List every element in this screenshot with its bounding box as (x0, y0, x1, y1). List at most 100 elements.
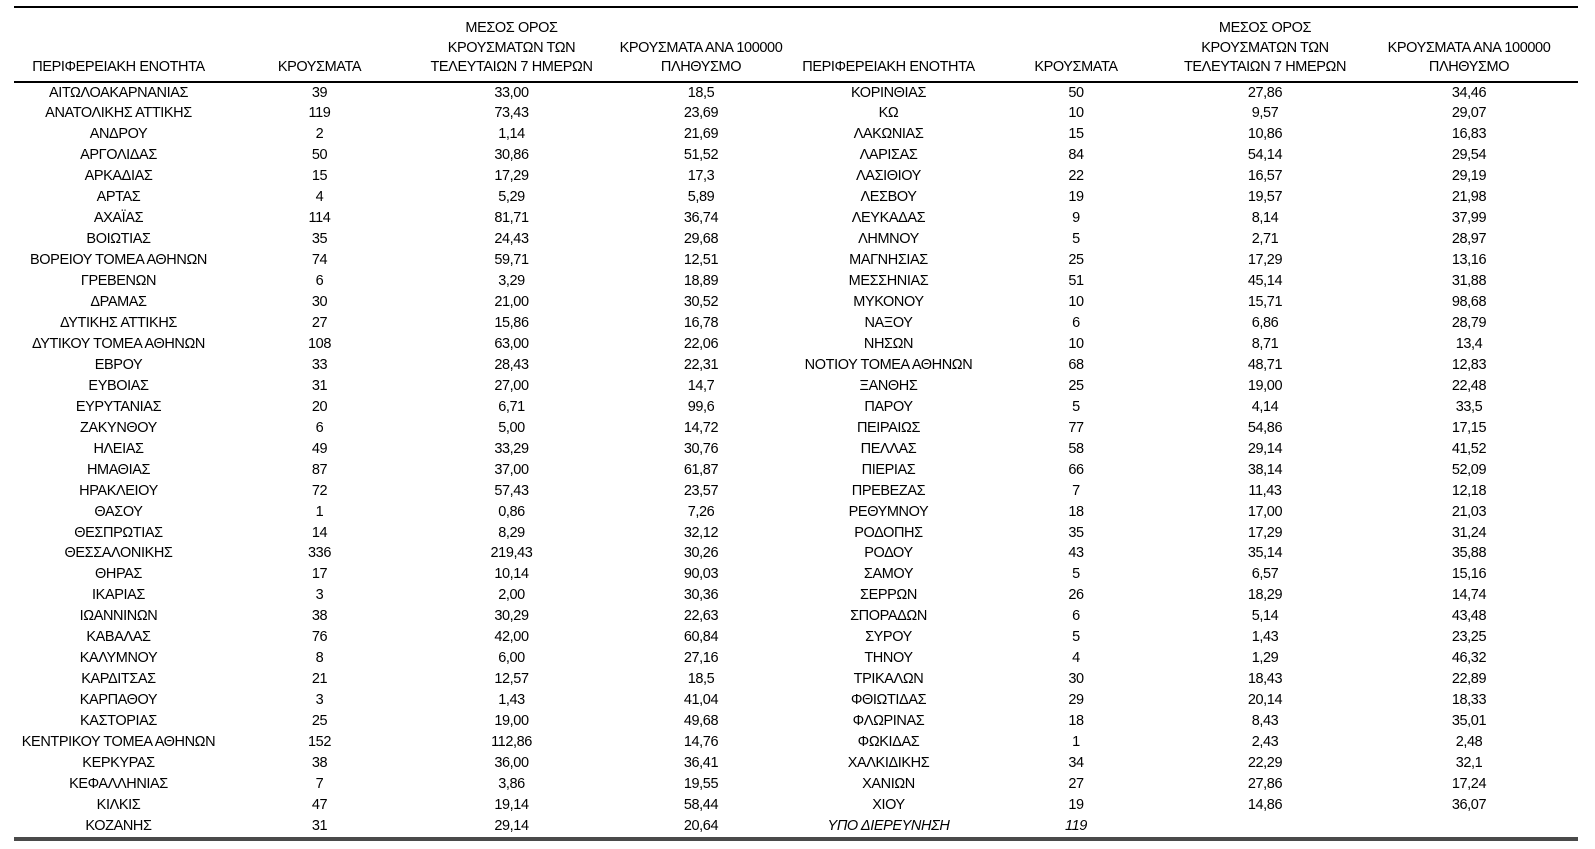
left-region-cell: ΚΑΛΥΜΝΟΥ (79, 650, 158, 667)
right-avg7-cell: 27,86 (1247, 84, 1283, 101)
left-avg7-cell: 1,14 (498, 126, 525, 143)
left-cases-cell: 15 (311, 168, 328, 185)
right-region-cell: ΝΑΞΟΥ (864, 314, 913, 331)
right-per100k-cell: 28,79 (1451, 314, 1487, 331)
table-row: ΙΩΑΝΝΙΝΩΝ 38 30,29 22,63 ΣΠΟΡΑΔΩΝ 6 5,14 43,48 (14, 606, 1578, 627)
right-per100k-cell: 46,32 (1451, 650, 1487, 667)
right-cases-cell: 25 (1068, 377, 1084, 394)
left-cases-cell: 74 (311, 252, 328, 269)
right-cases-cell: 50 (1068, 84, 1084, 101)
left-region-cell: ΗΡΑΚΛΕΙΟΥ (79, 482, 158, 499)
table-row: ΗΛΕΙΑΣ 49 33,29 30,76 ΠΕΛΛΑΣ 58 29,14 41,52 (14, 439, 1578, 460)
left-cases-cell: 76 (311, 629, 328, 646)
right-region-cell: ΛΗΜΝΟΥ (858, 231, 919, 248)
table-row: ΒΟΙΩΤΙΑΣ 35 24,43 29,68 ΛΗΜΝΟΥ 5 2,71 28,97 (14, 229, 1578, 250)
left-avg7-cell: 3,86 (498, 775, 525, 792)
left-avg7-cell: 0,86 (498, 503, 525, 520)
right-cases-cell: 10 (1068, 335, 1084, 352)
right-avg7-cell: 16,57 (1247, 168, 1283, 185)
left-region-cell: ΑΝΑΤΟΛΙΚΗΣ ΑΤΤΙΚΗΣ (45, 105, 192, 122)
left-per100k-cell: 36,74 (683, 210, 719, 227)
right-avg7-cell: 8,71 (1251, 335, 1279, 352)
right-region-cell: ΦΘΙΩΤΙΔΑΣ (850, 692, 927, 709)
right-region-cell: ΧΙΟΥ (872, 796, 905, 813)
left-per100k-cell: 41,04 (683, 692, 719, 709)
left-per100k-cell: 18,5 (687, 84, 715, 101)
right-cases-cell: 58 (1068, 440, 1084, 457)
right-avg7-cell: 6,57 (1251, 566, 1279, 583)
right-region-cell: ΡΟΔΟΥ (864, 545, 913, 562)
left-per100k-cell: 16,78 (683, 314, 719, 331)
right-region-cell: ΦΛΩΡΙΝΑΣ (852, 713, 925, 730)
header-region-left: ΠΕΡΙΦΕΡΕΙΑΚΗ ΕΝΟΤΗΤΑ (14, 7, 223, 83)
left-per100k-cell: 14,76 (683, 734, 719, 751)
left-region-cell: ΒΟΙΩΤΙΑΣ (86, 231, 151, 248)
left-cases-cell: 47 (311, 796, 328, 813)
left-avg7-cell: 15,86 (494, 314, 529, 331)
left-region-cell: ΘΕΣΣΑΛΟΝΙΚΗΣ (64, 545, 173, 562)
table-row: ΑΡΓΟΛΙΔΑΣ 50 30,86 51,52 ΛΑΡΙΣΑΣ 84 54,14 29,54 (14, 145, 1578, 166)
right-avg7-cell: 9,57 (1251, 105, 1279, 122)
left-cases-cell: 8 (315, 650, 324, 667)
table-row: ΑΝΑΤΟΛΙΚΗΣ ΑΤΤΙΚΗΣ 119 73,43 23,69 ΚΩ 10 9,57 2… (14, 103, 1578, 124)
table-row: ΚΙΛΚΙΣ 47 19,14 58,44 ΧΙΟΥ 19 14,86 36,07 (14, 795, 1578, 816)
table-row: ΚΕΡΚΥΡΑΣ 38 36,00 36,41 ΧΑΛΚΙΔΙΚΗΣ 34 22,29 32,… (14, 753, 1578, 774)
right-avg7-cell: 2,43 (1251, 734, 1279, 751)
left-region-cell: ΚΕΝΤΡΙΚΟΥ ΤΟΜΕΑ ΑΘΗΝΩΝ (21, 734, 216, 751)
left-per100k-cell: 22,63 (683, 608, 719, 625)
table-row: ΙΚΑΡΙΑΣ 3 2,00 30,36 ΣΕΡΡΩΝ 26 18,29 14,74 (14, 585, 1578, 606)
left-cases-cell: 152 (308, 734, 331, 751)
right-cases-cell: 29 (1068, 692, 1084, 709)
right-region-cell: ΧΑΛΚΙΔΙΚΗΣ (847, 755, 930, 771)
left-avg7-cell: 59,71 (494, 252, 529, 269)
right-region-cell: ΜΕΣΣΗΝΙΑΣ (848, 273, 929, 290)
right-avg7-cell: 18,43 (1247, 671, 1283, 688)
right-cases-cell: 43 (1068, 545, 1084, 562)
right-cases-cell: 6 (1072, 608, 1080, 625)
right-avg7-cell: 54,86 (1247, 419, 1283, 436)
right-avg7-cell: 4,14 (1251, 398, 1279, 415)
right-region-cell: ΞΑΝΘΗΣ (859, 377, 918, 394)
right-per100k-cell: 13,16 (1451, 252, 1487, 269)
right-cases-cell: 26 (1068, 587, 1084, 604)
right-per100k-cell: 17,15 (1451, 419, 1487, 436)
left-avg7-cell: 30,29 (494, 608, 529, 625)
header-per-100k-left: ΚΡΟΥΣΜΑΤΑ ΑΝΑ 100000 ΠΛΗΘΥΣΜΟ (607, 7, 795, 83)
right-cases-cell: 34 (1068, 755, 1084, 771)
left-per100k-cell: 51,52 (683, 147, 719, 164)
right-cases-cell: 4 (1072, 650, 1080, 667)
left-cases-cell: 27 (311, 314, 328, 331)
right-cases-cell: 19 (1068, 796, 1084, 813)
table-row: ΘΑΣΟΥ 1 0,86 7,26 ΡΕΘΥΜΝΟΥ 18 17,00 21,03 (14, 502, 1578, 523)
right-avg7-cell: 17,29 (1247, 252, 1283, 269)
right-cases-cell: 5 (1072, 566, 1080, 583)
right-per100k-cell: 12,83 (1451, 356, 1487, 373)
left-cases-cell: 1 (315, 503, 324, 520)
table-row: ΚΑΣΤΟΡΙΑΣ 25 19,00 49,68 ΦΛΩΡΙΝΑΣ 18 8,43 35,01 (14, 711, 1578, 732)
left-cases-cell: 2 (315, 126, 324, 143)
left-cases-cell: 38 (311, 608, 328, 625)
left-cases-cell: 4 (315, 189, 324, 206)
left-per100k-cell: 99,6 (687, 398, 715, 415)
left-per100k-cell: 36,41 (683, 755, 719, 771)
table-row: ΕΒΡΟΥ 33 28,43 22,31 ΝΟΤΙΟΥ ΤΟΜΕΑ ΑΘΗΝΩΝ 68 48… (14, 355, 1578, 376)
right-region-cell: ΜΑΓΝΗΣΙΑΣ (849, 252, 928, 269)
right-avg7-cell: 15,71 (1247, 294, 1283, 311)
right-per100k-cell: 52,09 (1451, 461, 1487, 478)
table-row: ΖΑΚΥΝΘΟΥ 6 5,00 14,72 ΠΕΙΡΑΙΩΣ 77 54,86 17,15 (14, 418, 1578, 439)
left-avg7-cell: 21,00 (494, 294, 529, 311)
right-avg7-cell: 19,00 (1247, 377, 1283, 394)
right-per100k-cell: 15,16 (1451, 566, 1487, 583)
right-per100k-cell: 35,88 (1451, 545, 1487, 562)
right-per100k-cell: 41,52 (1451, 440, 1487, 457)
table-row: ΚΕΝΤΡΙΚΟΥ ΤΟΜΕΑ ΑΘΗΝΩΝ 152 112,86 14,76 ΦΩΚΙ… (14, 732, 1578, 753)
left-avg7-cell: 36,00 (494, 755, 529, 771)
regional-cases-sheet: ΠΕΡΙΦΕΡΕΙΑΚΗ ΕΝΟΤΗΤΑ ΚΡΟΥΣΜΑΤΑ ΜΕΣΟΣ ΟΡΟ… (14, 6, 1578, 841)
right-region-cell: ΜΥΚΟΝΟΥ (853, 294, 924, 311)
left-cases-cell: 33 (311, 356, 328, 373)
left-region-cell: ΑΡΤΑΣ (96, 189, 141, 206)
left-avg7-cell: 28,43 (494, 356, 529, 373)
regional-cases-table: ΠΕΡΙΦΕΡΕΙΑΚΗ ΕΝΟΤΗΤΑ ΚΡΟΥΣΜΑΤΑ ΜΕΣΟΣ ΟΡΟ… (14, 6, 1578, 841)
right-per100k-cell: 31,24 (1451, 524, 1487, 541)
right-avg7-cell: 2,71 (1251, 231, 1279, 248)
